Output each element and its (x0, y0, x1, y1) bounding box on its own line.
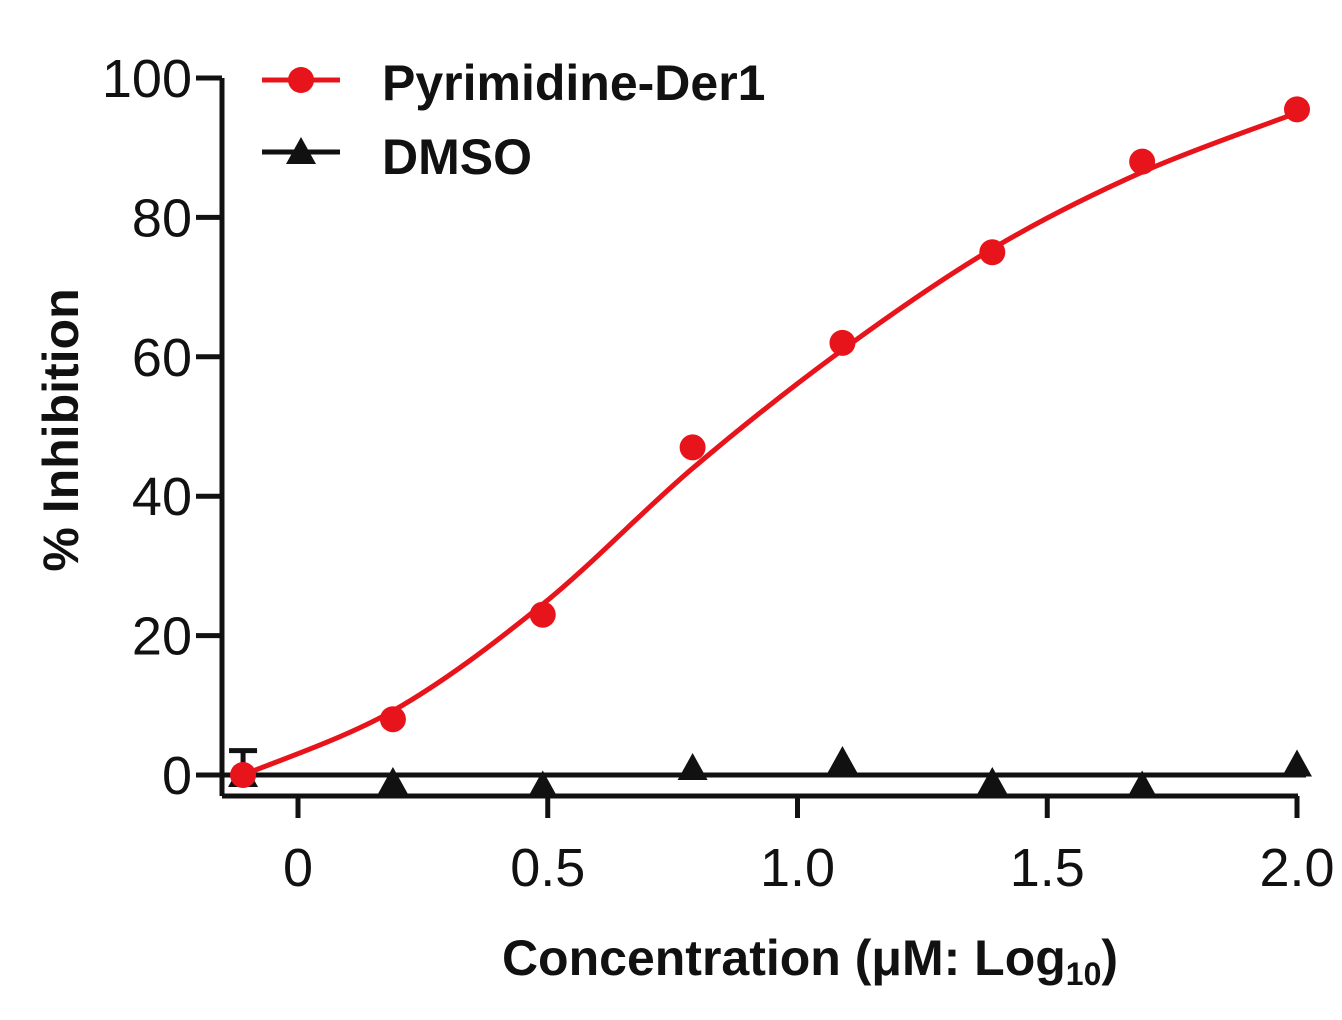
x-axis-title-subscript: 10 (1066, 956, 1102, 992)
y-tick-label-0: 0 (162, 746, 192, 806)
legend-dmso-label: DMSO (382, 129, 532, 185)
pyrimidine-point (529, 601, 556, 628)
dmso-point (1282, 749, 1312, 777)
dmso-point (1127, 770, 1158, 798)
x-axis-title: Concentration (μM: Log10) (502, 930, 1118, 992)
legend-dmso-marker (286, 137, 316, 164)
pyrimidine-point (1129, 148, 1156, 175)
legend-pyrimidine-label: Pyrimidine-Der1 (382, 55, 765, 111)
x-axis-title-close: ) (1101, 930, 1118, 986)
legend: Pyrimidine-Der1 DMSO (262, 55, 765, 185)
legend-pyrimidine-marker (288, 67, 314, 93)
y-tick-label-80: 80 (132, 188, 192, 248)
x-axis-ticks: 0 0.5 1.0 1.5 2.0 (283, 796, 1335, 898)
x-tick-label-2: 1.0 (760, 838, 835, 898)
y-axis-title: % Inhibition (33, 288, 89, 571)
y-tick-label-60: 60 (132, 328, 192, 388)
dmso-point (377, 766, 408, 794)
pyrimidine-point (230, 762, 257, 788)
y-tick-label-40: 40 (132, 467, 192, 527)
y-tick-label-100: 100 (102, 49, 192, 109)
dmso-point (977, 766, 1008, 794)
x-tick-label-3: 1.5 (1010, 838, 1085, 898)
y-tick-label-20: 20 (132, 607, 192, 667)
y-axis-ticks: 0 20 40 60 80 100 (102, 49, 222, 806)
dmso-point (527, 770, 558, 798)
x-tick-label-4: 2.0 (1259, 838, 1334, 898)
pyrimidine-point (1284, 96, 1310, 123)
axes (219, 78, 1298, 799)
dmso-point (827, 746, 858, 774)
x-tick-label-1: 0.5 (510, 838, 585, 898)
pyrimidine-point (379, 706, 406, 733)
pyrimidine-point (979, 239, 1006, 266)
series-layer (222, 96, 1312, 798)
pyrimidine-fit-curve (242, 110, 1298, 778)
pyrimidine-point (829, 329, 856, 356)
x-tick-label-0: 0 (283, 838, 313, 898)
pyrimidine-point (679, 434, 706, 461)
x-axis-title-main: Concentration (μM: Log (502, 930, 1066, 986)
dmso-point (677, 753, 708, 781)
